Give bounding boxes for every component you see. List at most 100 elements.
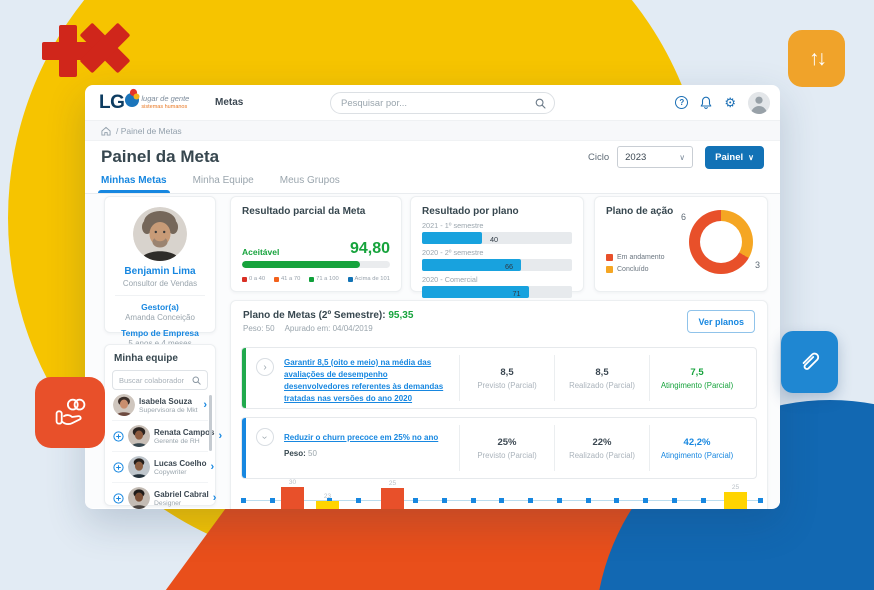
- bar-value: 40: [490, 234, 499, 244]
- range-legend: 0 a 40 41 a 70 71 a 100 Acima de 101: [242, 276, 390, 282]
- help-icon[interactable]: ?: [675, 96, 689, 109]
- timeline-bar: 30: [281, 479, 304, 509]
- metric-realizado: 8,5 Realizado (Parcial): [554, 355, 649, 401]
- goal-plan-header: Plano de Metas (2º Semestre): 95,35 Peso…: [231, 301, 767, 333]
- goal-plan-title: Plano de Metas (2º Semestre): 95,35: [243, 310, 414, 321]
- metric-previsto: 8,5 Previsto (Parcial): [459, 355, 554, 401]
- bar-track: 66: [422, 259, 572, 271]
- search-icon: [535, 98, 546, 109]
- plan-bar-group: 2020 - Comercial 71: [422, 275, 572, 298]
- team-expand-icon[interactable]: [113, 461, 124, 473]
- expand-goal-icon[interactable]: ›: [256, 358, 274, 376]
- donut-legend: Em andamento Concluído: [606, 249, 664, 273]
- team-search[interactable]: [112, 370, 208, 390]
- collapse-goal-icon[interactable]: ›: [256, 428, 274, 446]
- team-expand-icon[interactable]: [113, 492, 124, 504]
- progress-track: [242, 261, 390, 268]
- metric-atingimento: 7,5 Atingimento (Parcial): [649, 355, 744, 401]
- gear-icon[interactable]: ⚙: [724, 95, 736, 110]
- status-label: Aceitável: [242, 247, 280, 257]
- goal-link[interactable]: Garantir 8,5 (oito e meio) na média das …: [284, 358, 444, 403]
- sort-arrows-icon: ↑↓: [788, 30, 845, 87]
- bar-track: 71: [422, 286, 572, 298]
- team-scrollbar[interactable]: [209, 395, 212, 451]
- team-search-input[interactable]: [119, 375, 192, 385]
- bar-value: 71: [512, 288, 521, 298]
- legend-swatch: [242, 276, 247, 282]
- plan-bar-group: 2020 - 2º semestre 66: [422, 248, 572, 271]
- hand-coins-icon: [35, 377, 105, 448]
- profile-card: Benjamin Lima Consultor de Vendas Gestor…: [104, 196, 216, 348]
- goal-timeline-chart: 30 23 25 25: [241, 479, 763, 509]
- member-name: Lucas Coelho: [154, 458, 207, 468]
- goal-plan-card: Plano de Metas (2º Semestre): 95,35 Peso…: [230, 300, 768, 509]
- timeline-bar: 25: [381, 480, 404, 509]
- member-photo: [128, 425, 150, 447]
- tab-meus-grupos[interactable]: Meus Grupos: [279, 175, 340, 186]
- global-search[interactable]: [330, 92, 555, 114]
- chevron-right-icon[interactable]: ›: [203, 398, 207, 411]
- chevron-down-icon: ∨: [748, 152, 754, 162]
- action-plan-card: Plano de ação 6 3 Em andamento Concluído: [594, 196, 768, 292]
- app-window: LG lugar de gente sistemas humanos Metas: [85, 85, 780, 509]
- view-plans-button[interactable]: Ver planos: [687, 310, 755, 333]
- legend-swatch: [347, 276, 353, 282]
- legend-swatch: [606, 266, 613, 273]
- tab-minhas-metas[interactable]: Minhas Metas: [98, 173, 170, 193]
- goal-metrics: 25% Previsto (Parcial) 22% Realizado (Pa…: [459, 425, 744, 471]
- tenure-label: Tempo de Empresa: [121, 328, 199, 338]
- chevron-right-icon[interactable]: ›: [212, 491, 217, 504]
- nav-item-metas[interactable]: Metas: [215, 97, 244, 108]
- breadcrumb-path: / Painel de Metas: [116, 125, 182, 136]
- team-expand-icon[interactable]: [113, 430, 124, 442]
- bar-track: 40: [422, 232, 572, 244]
- goal-plan-score: 95,35: [388, 310, 414, 321]
- team-title: Minha equipe: [114, 353, 178, 364]
- user-avatar[interactable]: [748, 91, 770, 114]
- bar-fill: [422, 259, 521, 271]
- manager-label: Gestor(a): [141, 302, 179, 312]
- team-card: Minha equipe Isabela Souza Supervisora d…: [104, 344, 222, 509]
- action-plan-donut-chart: [689, 210, 753, 274]
- cycle-label: Ciclo: [588, 151, 610, 163]
- breadcrumb: / Painel de Metas: [85, 121, 780, 141]
- profile-photo: [133, 207, 187, 261]
- global-search-input[interactable]: [341, 97, 535, 109]
- goal-link[interactable]: Reduzir o churn precoce em 25% no ano: [284, 433, 439, 442]
- home-icon[interactable]: [101, 126, 111, 136]
- lg-logo: LG lugar de gente sistemas humanos: [99, 88, 190, 114]
- member-photo: [128, 456, 150, 478]
- top-bar-actions: ? ⚙: [675, 85, 770, 120]
- manager-name: Amanda Conceição: [125, 313, 195, 322]
- tab-minha-equipe[interactable]: Minha Equipe: [192, 175, 254, 186]
- panel-button[interactable]: Painel ∨: [705, 145, 764, 169]
- cycle-select[interactable]: 2023 ∨: [617, 146, 694, 168]
- profile-role: Consultor de Vendas: [122, 279, 198, 288]
- bar-value: 66: [505, 261, 514, 271]
- goal-status-stripe: [242, 348, 246, 408]
- chevron-down-icon: ∨: [679, 152, 686, 162]
- bell-icon[interactable]: [700, 96, 712, 110]
- chevron-right-icon[interactable]: ›: [210, 460, 215, 473]
- metric-atingimento: 42,2% Atingimento (Parcial): [649, 425, 744, 471]
- progress-fill: [242, 261, 361, 268]
- lg-logo-tagline: lugar de gente sistemas humanos: [141, 94, 190, 110]
- team-member-row[interactable]: Isabela Souza Supervisora de Mkt ›: [112, 390, 208, 421]
- member-name: Isabela Souza: [139, 396, 192, 406]
- team-member-row[interactable]: Lucas Coelho Copywriter ›: [112, 452, 214, 483]
- dashboard-content: Benjamin Lima Consultor de Vendas Gestor…: [85, 194, 780, 509]
- tenure-value: 5 anos e 4 meses: [105, 339, 215, 348]
- result-by-plan-card: Resultado por plano 2021 - 1º semestre 4…: [410, 196, 584, 298]
- lg-logo-mark-icon: [125, 88, 140, 107]
- team-member-row[interactable]: Gabriel Cabral Designer ›: [112, 483, 216, 509]
- title-row-actions: Ciclo 2023 ∨ Painel ∨: [588, 145, 764, 169]
- goal-status-stripe: [242, 418, 246, 478]
- goal-metrics: 8,5 Previsto (Parcial) 8,5 Realizado (Pa…: [459, 355, 744, 401]
- member-role: Supervisora de Mkt: [139, 406, 198, 414]
- team-member-row[interactable]: Renata Campos Gerente de RH ›: [112, 421, 222, 452]
- page-title: Painel da Meta: [101, 147, 220, 166]
- paperclip-icon: [781, 331, 838, 393]
- tab-bar: Minhas Metas Minha Equipe Meus Grupos: [85, 173, 780, 194]
- chevron-right-icon[interactable]: ›: [218, 429, 223, 442]
